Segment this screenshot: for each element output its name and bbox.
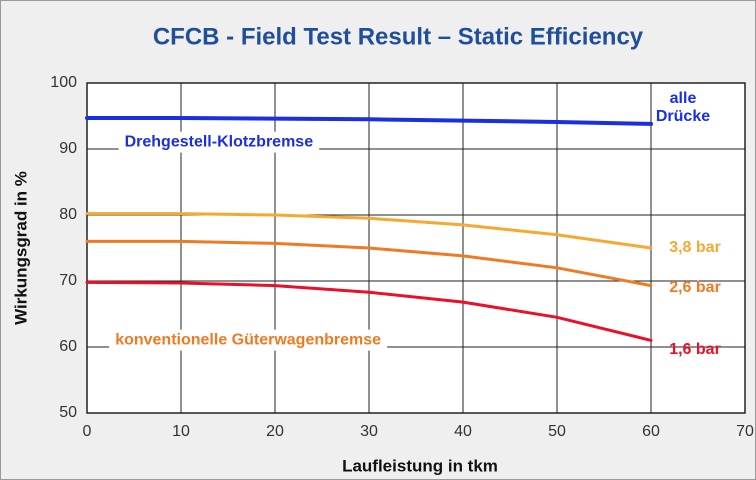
chart-title: CFCB - Field Test Result – Static Effici… <box>153 23 644 50</box>
y-tick-label: 60 <box>59 338 77 355</box>
series-label: alle Drücke <box>655 89 711 125</box>
y-axis-label: Wirkungsgrad in % <box>11 171 30 325</box>
series-line <box>85 115 653 126</box>
series-label: 1,6 bar <box>669 341 721 359</box>
x-tick-label: 10 <box>172 423 190 440</box>
x-tick-label: 60 <box>642 423 660 440</box>
annotation-box <box>118 131 320 153</box>
series-label: 3,8 bar <box>669 239 721 256</box>
y-tick-label: 80 <box>59 206 77 223</box>
y-tick-label: 70 <box>59 272 77 289</box>
x-tick-label: 20 <box>266 423 284 440</box>
x-tick-label: 30 <box>360 423 378 440</box>
x-tick-label: 0 <box>83 423 92 440</box>
annotation: Drehgestell-Klotzbremse <box>125 134 314 151</box>
series-label: 2,6 bar <box>669 278 721 296</box>
series-line <box>85 239 653 288</box>
x-tick-label: 70 <box>736 423 754 440</box>
y-tick-label: 50 <box>59 404 77 421</box>
series-line <box>85 212 653 250</box>
series-line <box>85 280 653 342</box>
annotation: konventionelle Güterwagenbremse <box>115 332 381 349</box>
y-tick-label: 90 <box>59 140 77 157</box>
x-axis-label: Laufleistung in tkm <box>342 456 498 475</box>
y-tick-label: 100 <box>50 74 77 91</box>
x-tick-label: 40 <box>454 423 472 440</box>
x-tick-label: 50 <box>548 423 566 440</box>
annotation-box <box>109 329 388 351</box>
